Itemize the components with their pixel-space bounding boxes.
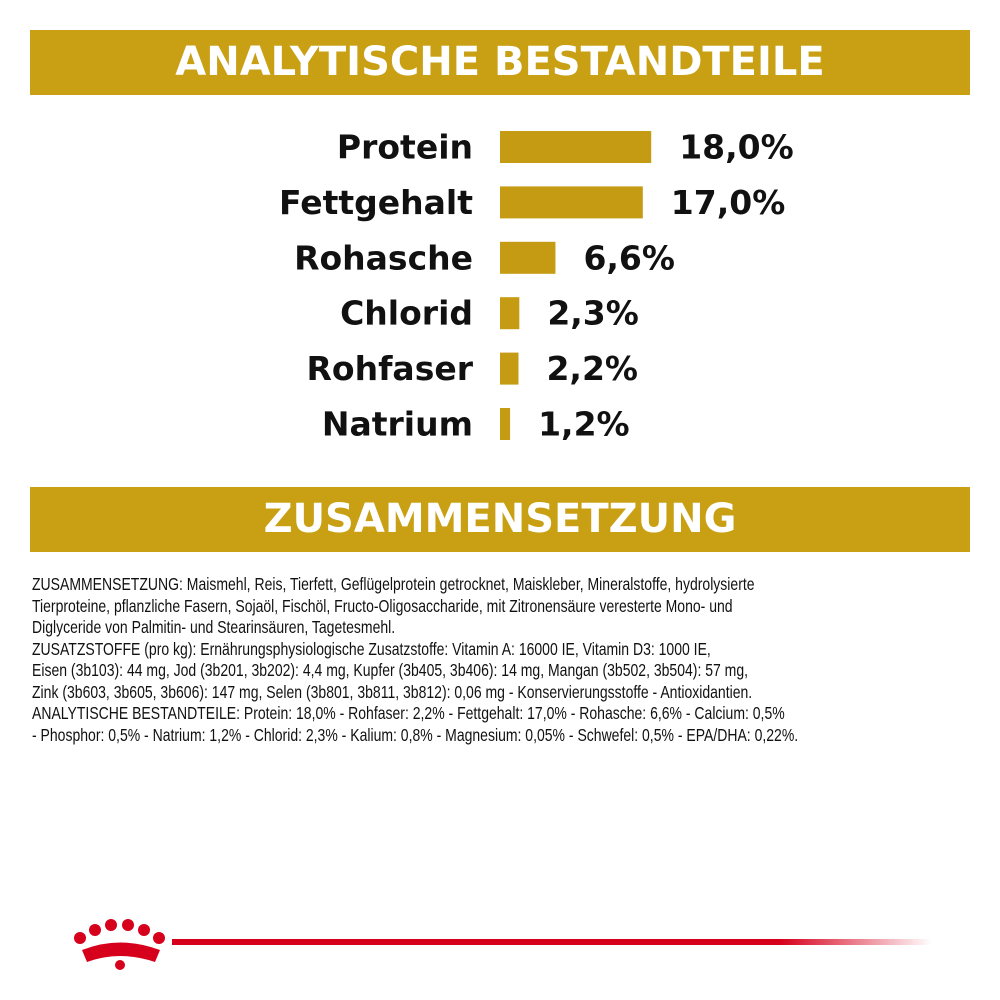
logo	[74, 919, 932, 970]
value-label: 1,2%	[538, 405, 630, 444]
text-line: ZUSAMMENSETZUNG: Maismehl, Reis, Tierfet…	[32, 574, 755, 594]
category-label: Chlorid	[340, 294, 473, 333]
category-label: Protein	[337, 128, 473, 167]
bar	[500, 131, 652, 163]
crown	[74, 919, 165, 970]
bar	[500, 408, 511, 440]
composition-text: ZUSAMMENSETZUNG: Maismehl, Reis, Tierfet…	[32, 574, 912, 746]
value-label: 17,0%	[671, 183, 786, 222]
red-line	[172, 939, 932, 945]
bar	[500, 241, 556, 274]
section-title: ZUSAMMENSETZUNG	[30, 487, 970, 552]
category-label: Natrium	[322, 405, 473, 444]
chart-title: ANALYTISCHE BESTANDTEILE	[30, 30, 970, 95]
chart: Protein 18,0% Fettgehalt 17,0% Rohasche 6,6% C…	[279, 128, 794, 444]
bar	[500, 352, 519, 385]
text-line: Eisen (3b103): 44 mg, Jod (3b201, 3b202)…	[32, 660, 749, 680]
value-label: 2,2%	[546, 349, 638, 388]
value-label: 6,6%	[583, 238, 675, 277]
text-line: Diglyceride von Palmitin- und Stearinsäu…	[32, 617, 396, 637]
category-label: Rohasche	[294, 238, 473, 277]
category-label: Fettgehalt	[279, 183, 473, 222]
text-line: Tierproteine, pflanzliche Fasern, Sojaöl…	[32, 595, 733, 616]
text-line: - Phosphor: 0,5% - Natrium: 1,2% - Chlor…	[32, 724, 799, 745]
bar	[500, 186, 643, 219]
bar	[500, 297, 520, 330]
value-label: 2,3%	[547, 294, 639, 333]
text-line: ZUSATZSTOFFE (pro kg): Ernährungsphysiol…	[32, 638, 711, 659]
text-line: ANALYTISCHE BESTANDTEILE: Protein: 18,0%…	[32, 703, 785, 723]
value-label: 18,0%	[679, 128, 794, 167]
category-label: Rohfaser	[307, 349, 474, 388]
text-line: Zink (3b603, 3b605, 3b606): 147 mg, Sele…	[32, 681, 753, 702]
